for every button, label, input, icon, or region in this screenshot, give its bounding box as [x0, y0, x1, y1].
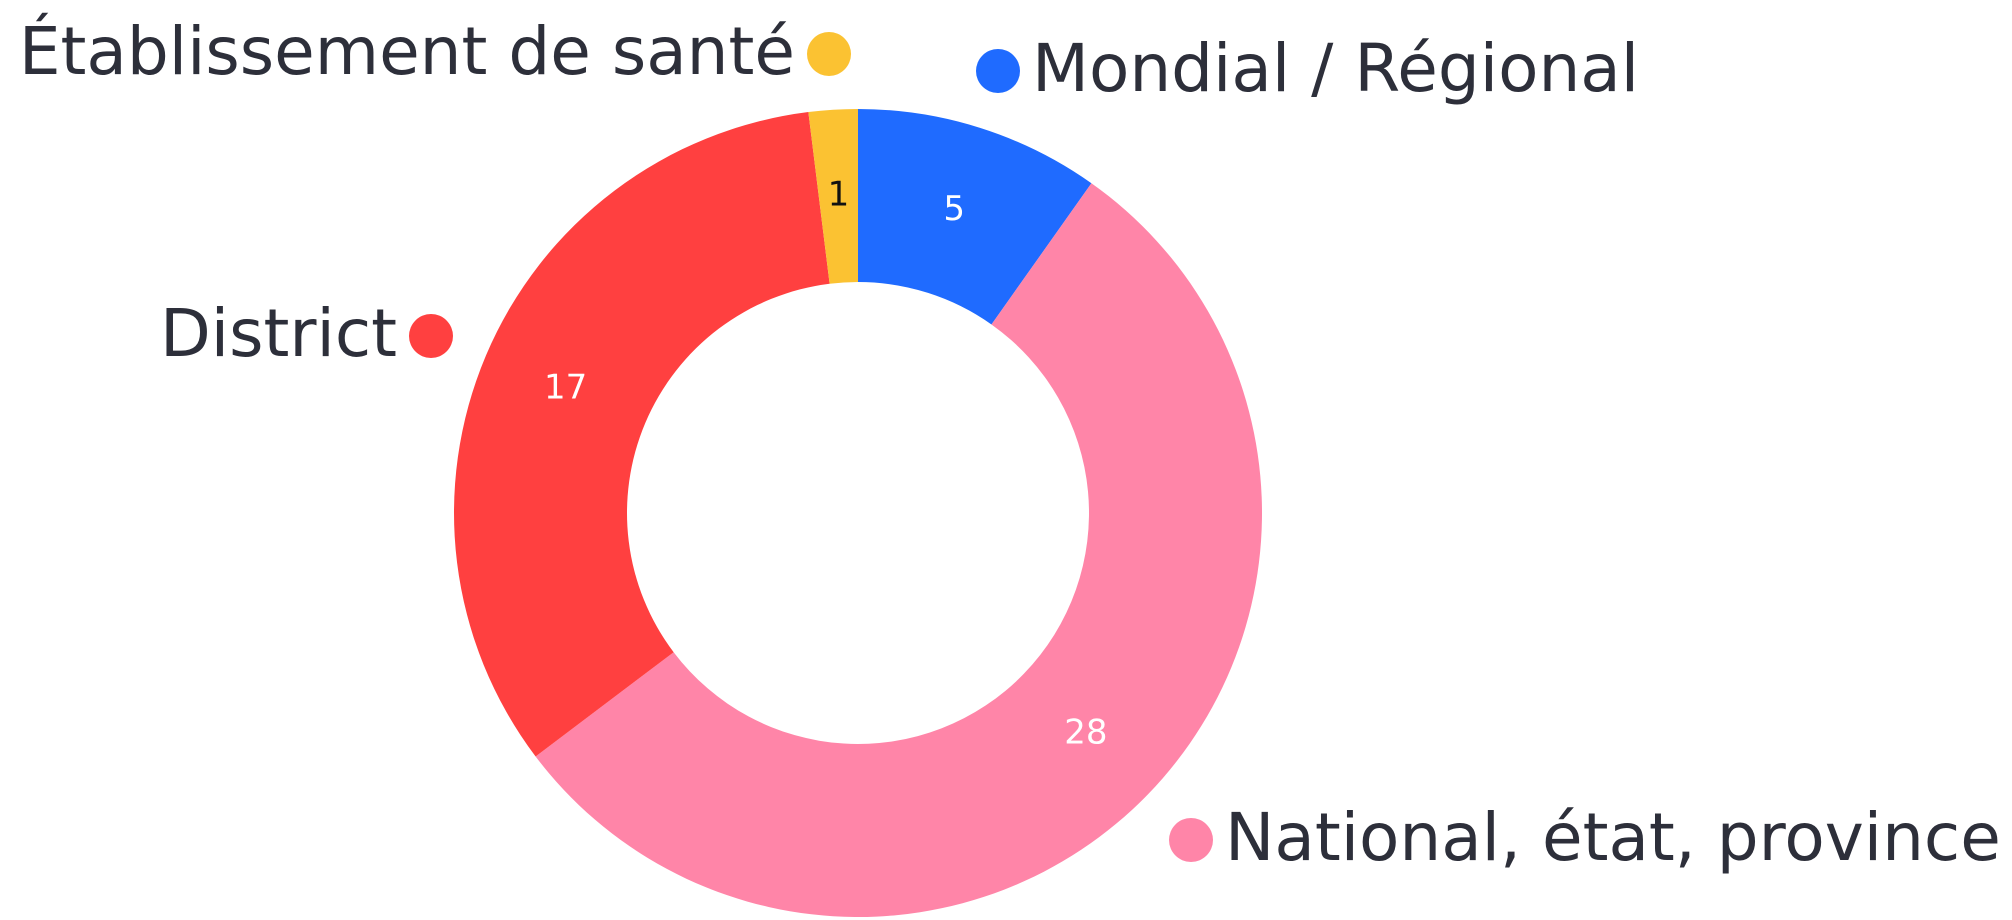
donut-slice — [454, 112, 830, 757]
value-label: 17 — [544, 368, 587, 408]
legend-label: Établissement de santé — [19, 12, 795, 90]
legend-label: National, état, province — [1225, 799, 2001, 876]
donut-slice — [858, 109, 1092, 325]
donut-slice — [535, 183, 1262, 917]
legend-label: Mondial / Régional — [1032, 30, 1639, 107]
legend-dot — [976, 49, 1020, 93]
legend-dot — [1169, 818, 1213, 862]
value-label: 5 — [943, 189, 965, 229]
value-label: 1 — [828, 175, 850, 215]
value-label: 28 — [1064, 713, 1107, 753]
legend-label: District — [160, 295, 397, 372]
donut-slice — [808, 109, 858, 284]
legend-dot — [807, 32, 851, 76]
legend-dot — [409, 314, 453, 358]
